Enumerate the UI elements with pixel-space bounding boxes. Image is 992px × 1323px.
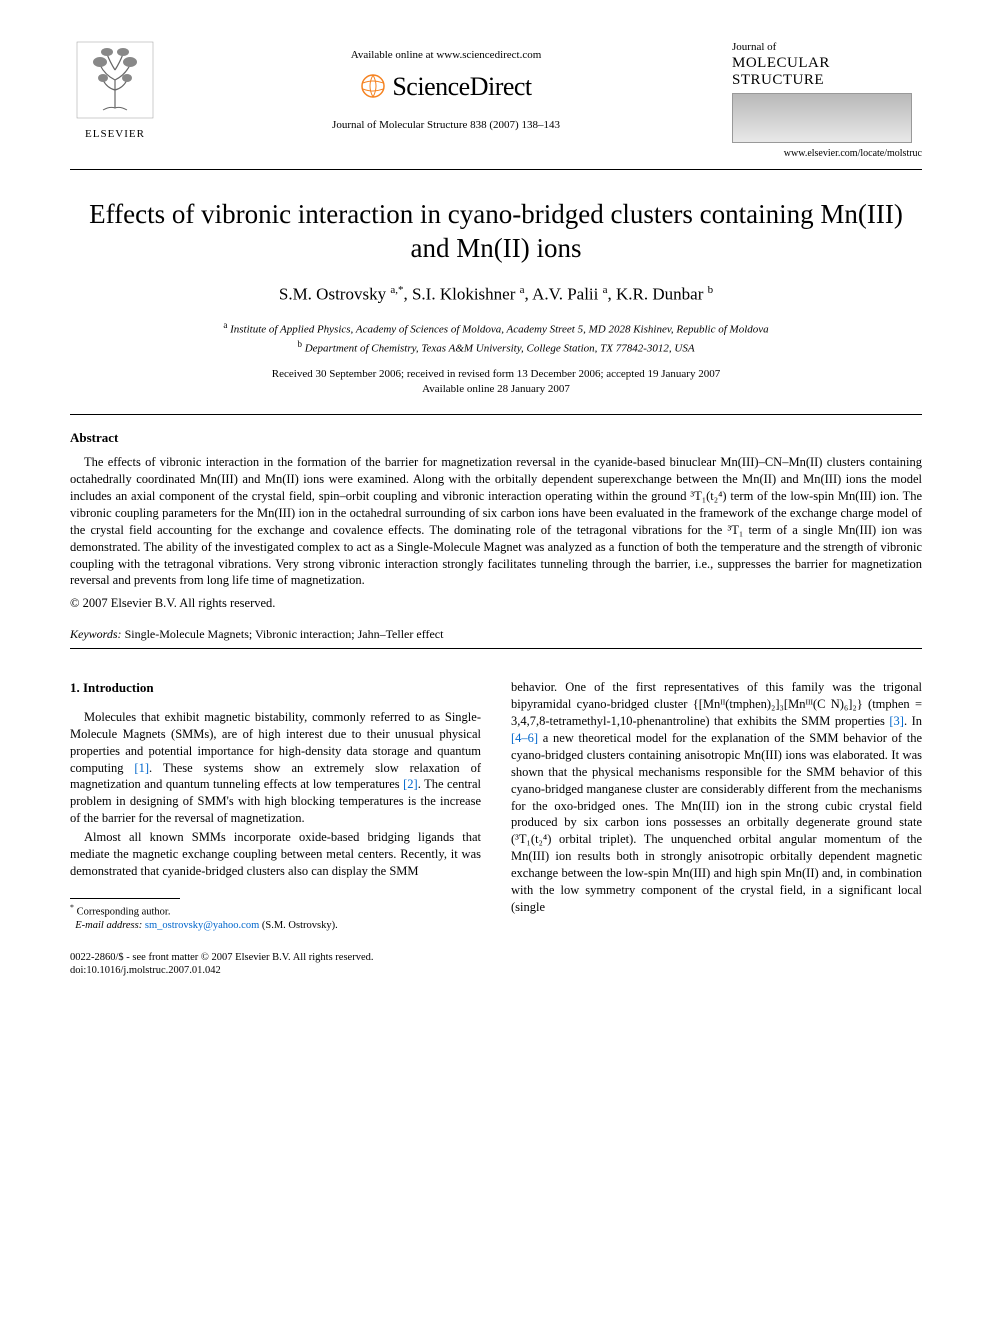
online-date: Available online 28 January 2007 bbox=[422, 383, 570, 395]
email-author-name: (S.M. Ostrovsky). bbox=[262, 920, 338, 931]
abstract-text-span: The effects of vibronic interaction in t… bbox=[70, 455, 922, 587]
affil-b-text: Department of Chemistry, Texas A&M Unive… bbox=[305, 343, 695, 355]
intro-para-2-cont: behavior. One of the first representativ… bbox=[511, 679, 922, 915]
ref-link-1[interactable]: [1] bbox=[134, 761, 149, 775]
author-3: A.V. Palii bbox=[532, 285, 598, 304]
article-title: Effects of vibronic interaction in cyano… bbox=[70, 198, 922, 266]
corresponding-label: Corresponding author. bbox=[77, 906, 171, 917]
page-footer: 0022-2860/$ - see front matter © 2007 El… bbox=[70, 951, 922, 978]
keywords-label: Keywords: bbox=[70, 627, 122, 641]
affil-a-text: Institute of Applied Physics, Academy of… bbox=[230, 324, 769, 336]
intro-col2-a: behavior. One of the first representativ… bbox=[511, 680, 922, 728]
ref-link-2[interactable]: [2] bbox=[403, 777, 418, 791]
journal-name-line1: MOLECULAR bbox=[732, 55, 922, 72]
author-4: K.R. Dunbar bbox=[616, 285, 703, 304]
journal-url: www.elsevier.com/locate/molstruc bbox=[732, 147, 922, 161]
author-2-affil: a bbox=[520, 284, 525, 296]
journal-of-label: Journal of bbox=[732, 40, 922, 55]
elsevier-block: ELSEVIER bbox=[70, 40, 160, 141]
header-center: Available online at www.sciencedirect.co… bbox=[160, 40, 732, 133]
affil-a-marker: a bbox=[223, 320, 227, 330]
elsevier-tree-logo bbox=[75, 40, 155, 120]
keywords-line: Keywords: Single-Molecule Magnets; Vibro… bbox=[70, 626, 922, 642]
left-column: 1. Introduction Molecules that exhibit m… bbox=[70, 679, 481, 932]
authors-line: S.M. Ostrovsky a,*, S.I. Klokishner a, A… bbox=[70, 283, 922, 307]
author-3-affil: a bbox=[603, 284, 608, 296]
body-columns: 1. Introduction Molecules that exhibit m… bbox=[70, 679, 922, 932]
intro-para-2: Almost all known SMMs incorporate oxide-… bbox=[70, 829, 481, 880]
intro-col2-b: . In bbox=[904, 714, 922, 728]
author-1-affil: a,* bbox=[390, 284, 403, 296]
affil-b-marker: b bbox=[297, 339, 302, 349]
header-rule bbox=[70, 169, 922, 170]
email-label: E-mail address: bbox=[75, 920, 142, 931]
abstract-body: The effects of vibronic interaction in t… bbox=[70, 454, 922, 589]
sciencedirect-text: ScienceDirect bbox=[392, 69, 531, 104]
affiliations: a Institute of Applied Physics, Academy … bbox=[70, 319, 922, 357]
ref-link-4-6[interactable]: [4–6] bbox=[511, 731, 538, 745]
elsevier-label: ELSEVIER bbox=[70, 127, 160, 142]
intro-heading: 1. Introduction bbox=[70, 679, 481, 697]
intro-para-1: Molecules that exhibit magnetic bistabil… bbox=[70, 709, 481, 827]
footnote-rule bbox=[70, 898, 180, 899]
author-1: S.M. Ostrovsky bbox=[279, 285, 386, 304]
abstract-top-rule bbox=[70, 414, 922, 415]
received-date: Received 30 September 2006; received in … bbox=[272, 368, 720, 380]
sciencedirect-logo-row: ScienceDirect bbox=[160, 69, 732, 104]
author-4-affil: b bbox=[708, 284, 714, 296]
abstract-copyright: © 2007 Elsevier B.V. All rights reserved… bbox=[70, 595, 922, 612]
journal-name-line2: STRUCTURE bbox=[732, 72, 922, 89]
journal-brand-block: Journal of MOLECULAR STRUCTURE www.elsev… bbox=[732, 40, 922, 161]
email-link[interactable]: sm_ostrovsky@yahoo.com bbox=[145, 920, 259, 931]
ref-link-3[interactable]: [3] bbox=[889, 714, 904, 728]
keywords-text: Single-Molecule Magnets; Vibronic intera… bbox=[125, 627, 444, 641]
footnote-star: * bbox=[70, 903, 74, 912]
journal-cover-thumbnail bbox=[732, 93, 912, 143]
keywords-rule bbox=[70, 648, 922, 649]
abstract-heading: Abstract bbox=[70, 429, 922, 447]
footer-copyright: 0022-2860/$ - see front matter © 2007 El… bbox=[70, 952, 373, 963]
author-2: S.I. Klokishner bbox=[412, 285, 515, 304]
page-header: ELSEVIER Available online at www.science… bbox=[70, 40, 922, 161]
intro-col2-c: a new theoretical model for the explanat… bbox=[511, 731, 922, 914]
corresponding-footnote: * Corresponding author. E-mail address: … bbox=[70, 903, 481, 933]
sciencedirect-ball-icon bbox=[360, 73, 386, 99]
footer-doi: doi:10.1016/j.molstruc.2007.01.042 bbox=[70, 965, 221, 976]
right-column: behavior. One of the first representativ… bbox=[511, 679, 922, 932]
available-online-text: Available online at www.sciencedirect.co… bbox=[160, 48, 732, 63]
article-dates: Received 30 September 2006; received in … bbox=[70, 367, 922, 398]
journal-reference: Journal of Molecular Structure 838 (2007… bbox=[160, 118, 732, 133]
